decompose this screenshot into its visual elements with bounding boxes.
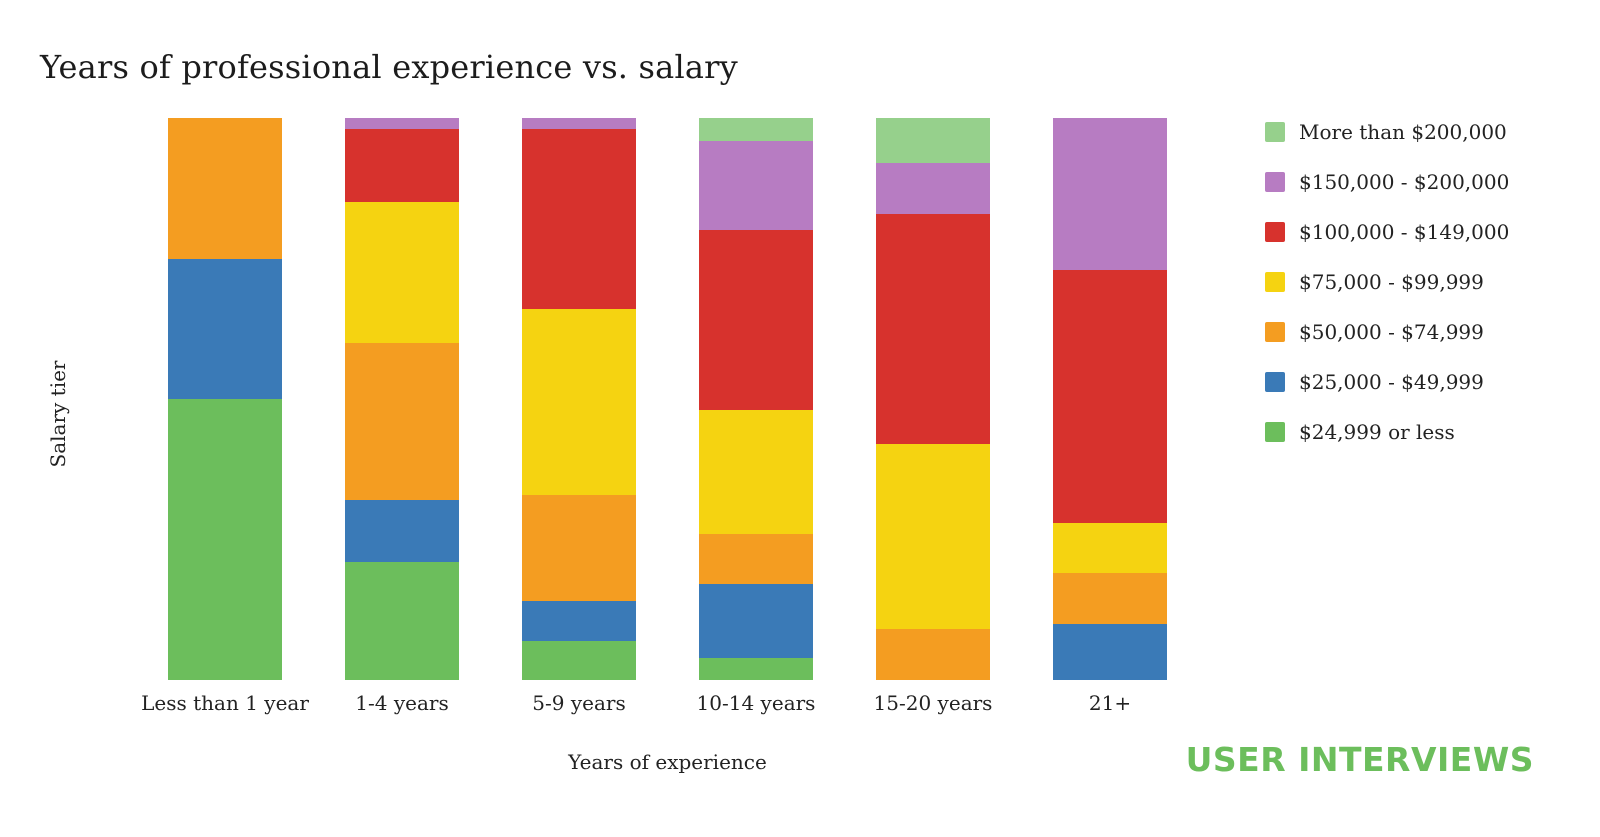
- legend-swatch: [1265, 172, 1285, 192]
- stacked-bar: [345, 118, 459, 680]
- bar-segment: [345, 129, 459, 203]
- bar-segment: [699, 533, 813, 585]
- bar-segment: [345, 342, 459, 501]
- x-axis-tick-text: 5-9 years: [532, 691, 626, 715]
- legend-label: $100,000 - $149,000: [1299, 220, 1510, 244]
- legend-label: $150,000 - $200,000: [1299, 170, 1510, 194]
- stacked-bar: [1053, 118, 1167, 680]
- bar-segment: [699, 140, 813, 231]
- bar-segment: [876, 162, 990, 214]
- y-axis-label: Salary tier: [46, 360, 70, 468]
- legend-item: $50,000 - $74,999: [1265, 320, 1509, 344]
- bar-segment: [1053, 522, 1167, 574]
- bar-segment: [345, 500, 459, 562]
- legend-swatch: [1265, 272, 1285, 292]
- stacked-bar: [876, 118, 990, 680]
- legend-swatch: [1265, 322, 1285, 342]
- bar-segment: [699, 118, 813, 141]
- bar-segment: [522, 129, 636, 310]
- legend-swatch: [1265, 222, 1285, 242]
- x-axis-tick-text: 15-20 years: [873, 691, 993, 715]
- bar-segment: [876, 443, 990, 630]
- stacked-bar: [699, 118, 813, 680]
- x-axis-labels: Less than 1 year 1-4 years 5-9 years 10-14 …: [141, 691, 1167, 715]
- stacked-bar: [168, 118, 282, 680]
- legend-label: $75,000 - $99,999: [1299, 270, 1484, 294]
- bar-segment: [876, 629, 990, 680]
- bar-segment: [1053, 573, 1167, 624]
- x-axis-tick-text: 1-4 years: [355, 691, 449, 715]
- x-axis-tick-text: 10-14 years: [696, 691, 816, 715]
- legend-label: $25,000 - $49,999: [1299, 370, 1484, 394]
- x-axis-title: Years of experience: [568, 750, 767, 774]
- x-axis-tick-text: 21+: [1088, 691, 1132, 715]
- bar-segment: [699, 657, 813, 680]
- bar-segment: [876, 118, 990, 163]
- plot-area: [168, 118, 1167, 680]
- bar-segment: [168, 399, 282, 680]
- legend-item: $25,000 - $49,999: [1265, 370, 1509, 394]
- bar-segment: [522, 494, 636, 602]
- x-axis-tick-label: 1-4 years: [345, 691, 459, 715]
- legend-item: $75,000 - $99,999: [1265, 270, 1509, 294]
- x-axis-tick-label: 10-14 years: [696, 691, 816, 715]
- bar-segment: [345, 561, 459, 680]
- x-axis-tick-label: 21+: [1053, 691, 1167, 715]
- x-axis-tick-label: 5-9 years: [522, 691, 636, 715]
- bar-segment: [876, 213, 990, 444]
- stacked-bar: [522, 118, 636, 680]
- bar-segment: [522, 640, 636, 680]
- bar-segment: [345, 118, 459, 130]
- legend-item: More than $200,000: [1265, 120, 1509, 144]
- legend-label: More than $200,000: [1299, 120, 1507, 144]
- bar-segment: [699, 230, 813, 411]
- bar-segment: [699, 410, 813, 534]
- legend-item: $150,000 - $200,000: [1265, 170, 1509, 194]
- bar-segment: [1053, 269, 1167, 523]
- legend-swatch: [1265, 122, 1285, 142]
- bar-segment: [522, 309, 636, 495]
- legend-item: $100,000 - $149,000: [1265, 220, 1509, 244]
- x-axis-tick-label: Less than 1 year: [141, 691, 309, 715]
- x-axis-tick-label: 15-20 years: [873, 691, 993, 715]
- x-axis-tick-text: Less than 1 year: [141, 691, 309, 715]
- bar-segment: [345, 202, 459, 343]
- chart-title: Years of professional experience vs. sal…: [40, 48, 738, 86]
- legend-swatch: [1265, 422, 1285, 442]
- legend: More than $200,000 $150,000 - $200,000 $10…: [1265, 120, 1509, 444]
- bar-segment: [168, 258, 282, 399]
- brand-logo: USER INTERVIEWS: [1185, 740, 1534, 779]
- bar-segment: [522, 601, 636, 641]
- bar-segment: [522, 118, 636, 130]
- bar-segment: [1053, 118, 1167, 270]
- legend-item: $24,999 or less: [1265, 420, 1509, 444]
- legend-label: $24,999 or less: [1299, 420, 1455, 444]
- legend-swatch: [1265, 372, 1285, 392]
- bar-segment: [699, 584, 813, 658]
- bar-segment: [168, 118, 282, 259]
- bar-segment: [1053, 623, 1167, 680]
- legend-label: $50,000 - $74,999: [1299, 320, 1484, 344]
